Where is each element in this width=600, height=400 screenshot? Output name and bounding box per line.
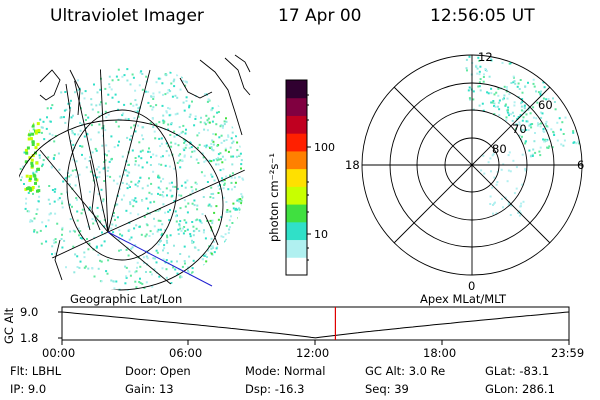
coastlines (39, 54, 251, 281)
mlt-label-18: 18 (345, 158, 360, 172)
alt-tick-1-8: 1.8 (20, 331, 38, 345)
alt-tick-9: 9.0 (20, 305, 38, 319)
colorbar-tick-10: 10 (314, 228, 328, 241)
apex-panel-label: Apex MLat/MLT (420, 292, 507, 306)
polar-plot: 12 6 0 18 60 70 80 (345, 50, 584, 293)
info-door: Door: Open (125, 364, 191, 378)
mlat-label-60: 60 (538, 98, 553, 112)
instrument-title: Ultraviolet Imager (50, 6, 204, 26)
altitude-plot: 9.0 1.8 GC Alt 00:00 06:00 12:00 18:00 2… (2, 305, 584, 360)
colorbar-tick-100: 100 (314, 141, 335, 154)
geographic-grid (19, 65, 245, 291)
terminator-line (107, 231, 213, 287)
time-tick-2359: 23:59 (551, 346, 584, 360)
geographic-panel-label: Geographic Lat/Lon (70, 292, 182, 306)
date-label: 17 Apr 00 (278, 6, 362, 26)
info-mode: Mode: Normal (245, 364, 326, 378)
altitude-curve (61, 311, 570, 339)
polar-grid (361, 54, 583, 276)
info-gain: Gain: 13 (125, 382, 174, 396)
mlt-label-6: 6 (577, 158, 584, 172)
time-tick-0000: 00:00 (42, 346, 75, 360)
time-tick-0600: 06:00 (169, 346, 202, 360)
mlat-label-70: 70 (512, 122, 527, 136)
info-glat: GLat: -83.1 (485, 364, 550, 378)
info-glon: GLon: 286.1 (485, 382, 555, 396)
mlt-label-0: 0 (468, 279, 475, 293)
mlat-label-80: 80 (492, 142, 507, 156)
color-scale-bar: 100 10 photon cm⁻²s⁻¹ (267, 79, 335, 276)
geographic-image (19, 54, 251, 291)
info-seq: Seq: 39 (365, 382, 409, 396)
aurora-emission-polar (465, 55, 581, 217)
time-tick-1800: 18:00 (423, 346, 456, 360)
mlt-label-12: 12 (478, 50, 493, 64)
info-filter: Flt: LBHL (10, 364, 62, 378)
info-ip: IP: 9.0 (10, 382, 47, 396)
colorbar-unit-label: photon cm⁻²s⁻¹ (267, 153, 281, 242)
time-label: 12:56:05 UT (430, 6, 535, 26)
info-gc-alt: GC Alt: 3.0 Re (365, 364, 446, 378)
alt-axis-title: GC Alt (2, 307, 16, 344)
time-tick-1200: 12:00 (296, 346, 329, 360)
info-dsp: Dsp: -16.3 (245, 382, 305, 396)
